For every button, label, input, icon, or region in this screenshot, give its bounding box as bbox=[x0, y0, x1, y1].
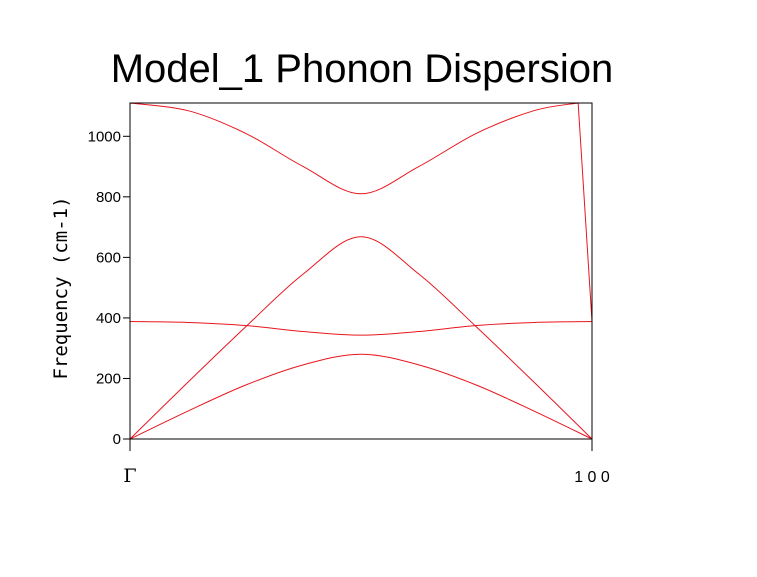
x-tick-label-gamma: Γ bbox=[123, 465, 136, 487]
y-tick-label: 600 bbox=[96, 249, 121, 266]
y-tick-label: 400 bbox=[96, 310, 121, 327]
band-line-4 bbox=[129, 102, 593, 322]
plot-area bbox=[129, 102, 593, 440]
y-axis-label: Frequency (cm-1) bbox=[50, 196, 72, 379]
axis-frame bbox=[129, 102, 593, 440]
x-axis-ticks: Γ 1 0 0 bbox=[123, 439, 610, 487]
y-tick-label: 1000 bbox=[88, 128, 121, 145]
y-tick-label: 200 bbox=[96, 370, 121, 387]
y-tick-label: 800 bbox=[96, 189, 121, 206]
band-line-1 bbox=[129, 353, 593, 440]
band-line-2 bbox=[129, 236, 593, 440]
chart-title: Model_1 Phonon Dispersion bbox=[111, 47, 614, 91]
band-line-3 bbox=[129, 321, 593, 336]
y-axis-ticks: 0 200 400 600 800 1000 bbox=[88, 128, 130, 448]
x-tick-label-100: 1 0 0 bbox=[574, 469, 610, 486]
band-lines bbox=[129, 102, 593, 440]
y-tick-label: 0 bbox=[113, 431, 121, 448]
